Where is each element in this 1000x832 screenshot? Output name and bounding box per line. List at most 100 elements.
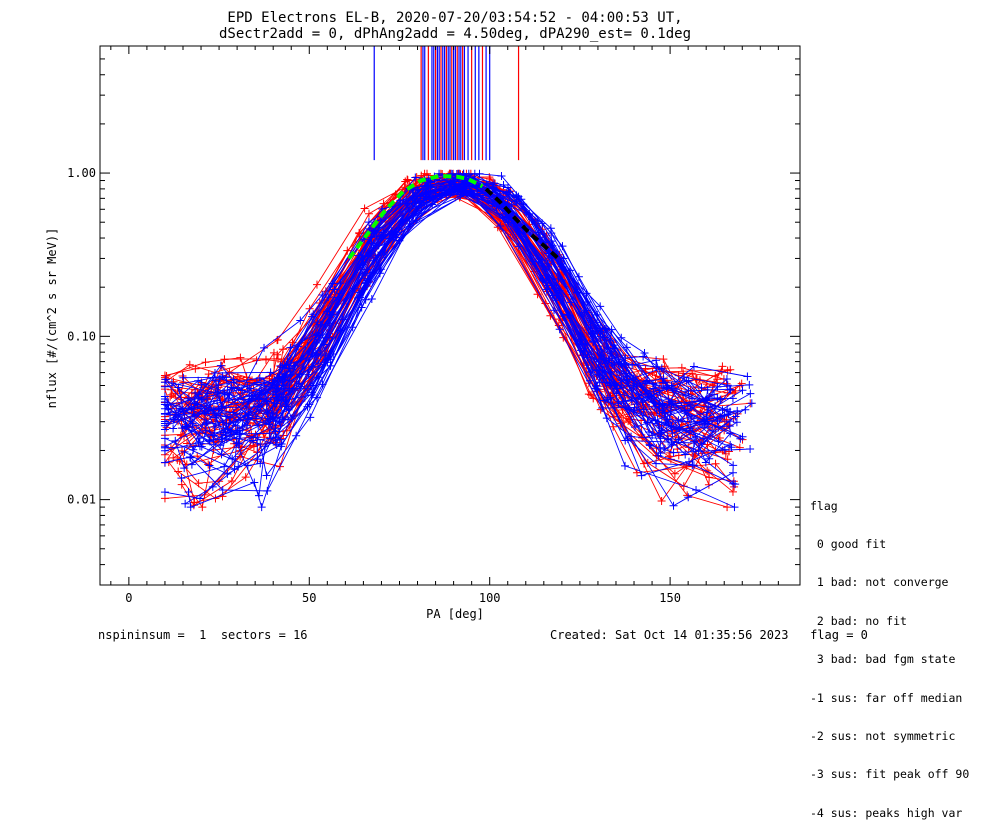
data-point: [720, 445, 729, 454]
data-point: [588, 329, 597, 338]
data-point: [204, 370, 213, 379]
data-point: [595, 371, 604, 380]
data-point: [160, 425, 169, 434]
legend-item: 1 bad: not converge: [810, 575, 949, 590]
data-point: [555, 325, 564, 334]
data-point: [179, 373, 188, 382]
data-point: [335, 289, 344, 298]
data-point: [256, 459, 265, 468]
legend-item: -3 sus: fit peak off 90: [810, 767, 970, 782]
data-point: [668, 429, 677, 438]
legend-item: 2 bad: no fit: [810, 613, 907, 628]
data-point: [180, 464, 189, 473]
pa-distribution-line: [164, 173, 722, 409]
data-point: [667, 381, 676, 390]
data-point: [622, 343, 631, 352]
data-point: [306, 413, 315, 422]
chart-title: EPD Electrons EL-B, 2020-07-20/03:54:52 …: [227, 10, 682, 26]
data-point: [178, 372, 187, 381]
data-point: [177, 474, 186, 483]
data-point: [657, 426, 666, 435]
data-point: [243, 421, 252, 430]
data-point: [415, 199, 424, 208]
data-point: [264, 408, 273, 417]
data-point: [600, 396, 609, 405]
data-point: [617, 333, 626, 342]
data-point: [249, 436, 258, 445]
chart: EPD Electrons EL-B, 2020-07-20/03:54:52 …: [45, 10, 801, 621]
data-point: [726, 365, 735, 374]
data-point: [711, 459, 720, 468]
footer-left: nspininsum = 1 sectors = 16: [98, 628, 308, 642]
data-point: [162, 372, 171, 381]
legend-item: 0 good fit: [810, 536, 887, 551]
data-point: [598, 403, 607, 412]
data-point: [664, 435, 673, 444]
data-point: [593, 310, 602, 319]
data-point: [504, 183, 513, 192]
data-point: [726, 440, 735, 449]
y-tick-label: 0.01: [67, 493, 96, 507]
data-point: [218, 486, 227, 495]
data-point: [272, 399, 281, 408]
data-point: [282, 360, 291, 369]
data-point: [312, 280, 321, 289]
data-point: [160, 434, 169, 443]
data-point: [271, 417, 280, 426]
data-point: [215, 374, 224, 383]
data-point: [290, 361, 299, 370]
data-point: [589, 337, 598, 346]
data-point: [565, 266, 574, 275]
data-point: [279, 345, 288, 354]
data-point: [273, 350, 282, 359]
data-point: [703, 466, 712, 475]
data-point: [649, 379, 658, 388]
legend-item: -1 sus: far off median: [810, 690, 963, 705]
data-point: [648, 431, 657, 440]
data-point: [640, 459, 649, 468]
data-point: [730, 503, 739, 512]
pa-distribution-line: [191, 190, 731, 465]
data-point: [663, 415, 672, 424]
data-point: [191, 388, 200, 397]
data-point: [205, 461, 214, 470]
data-point: [195, 434, 204, 443]
data-point: [557, 262, 566, 271]
data-point: [600, 324, 609, 333]
data-point: [273, 373, 282, 382]
data-point: [741, 405, 750, 414]
data-point: [713, 375, 722, 384]
legend-item: -4 sus: peaks high var: [810, 805, 963, 820]
data-point: [330, 285, 339, 294]
data-point: [250, 478, 259, 487]
pa-distribution-line: [181, 188, 746, 434]
data-point: [475, 169, 484, 178]
data-point: [229, 418, 238, 427]
data-point: [688, 369, 697, 378]
data-point: [413, 185, 422, 194]
data-point: [738, 386, 747, 395]
data-point: [617, 381, 626, 390]
data-point: [318, 291, 327, 300]
pa-distribution-line: [164, 189, 734, 507]
data-point: [703, 419, 712, 428]
data-point: [260, 433, 269, 442]
data-point: [699, 415, 708, 424]
data-point: [715, 433, 724, 442]
data-point: [664, 395, 673, 404]
data-point: [176, 431, 185, 440]
data-point: [187, 460, 196, 469]
data-point: [183, 394, 192, 403]
pa-distribution-line: [191, 187, 728, 399]
data-point: [372, 232, 381, 241]
data-point: [681, 450, 690, 459]
data-point: [489, 183, 498, 192]
data-point: [261, 355, 270, 364]
data-point: [713, 394, 722, 403]
data-point: [657, 497, 666, 506]
data-point: [235, 430, 244, 439]
x-tick-label: 100: [479, 591, 501, 605]
data-point: [218, 404, 227, 413]
data-point: [640, 348, 649, 357]
data-point: [702, 408, 711, 417]
